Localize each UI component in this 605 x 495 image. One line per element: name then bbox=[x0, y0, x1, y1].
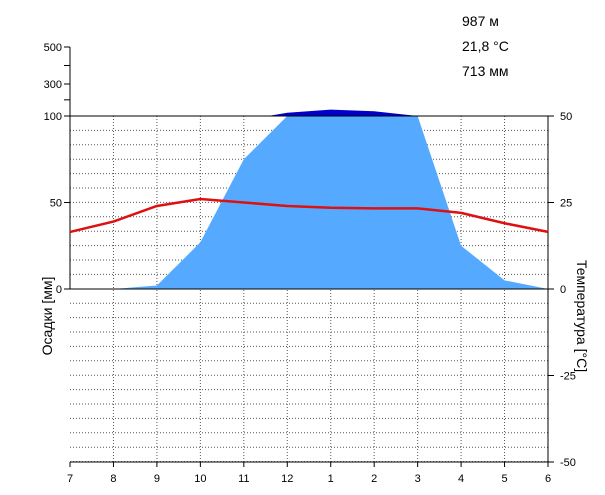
annual-precipitation-label: 713 мм bbox=[462, 63, 509, 79]
right-tick-label: 0 bbox=[560, 284, 566, 296]
month-label: 11 bbox=[238, 473, 249, 485]
month-label: 5 bbox=[501, 473, 507, 485]
month-label: 7 bbox=[67, 473, 73, 485]
month-label: 1 bbox=[328, 473, 334, 485]
precipitation-area bbox=[70, 109, 548, 289]
chart-axes bbox=[64, 46, 554, 467]
month-label: 2 bbox=[371, 473, 377, 485]
month-label: 8 bbox=[110, 473, 116, 485]
right-tick-label: 25 bbox=[560, 198, 572, 210]
left-axis-title: Осадки [мм] bbox=[39, 277, 55, 356]
left-tick-label: 300 bbox=[44, 79, 62, 91]
mean-temperature-label: 21,8 °C bbox=[462, 38, 509, 54]
left-tick-label: 50 bbox=[50, 198, 62, 210]
temperature-series bbox=[69, 197, 549, 234]
precipitation-fill bbox=[70, 116, 548, 289]
month-label: 4 bbox=[458, 473, 464, 485]
left-tick-label: 0 bbox=[56, 284, 62, 296]
left-tick-label: 500 bbox=[44, 42, 62, 54]
month-label: 3 bbox=[415, 473, 421, 485]
month-label: 6 bbox=[545, 473, 551, 485]
month-label: 10 bbox=[194, 473, 206, 485]
right-tick-label: -50 bbox=[560, 457, 576, 469]
month-label: 9 bbox=[154, 473, 160, 485]
elevation-label: 987 м bbox=[462, 13, 499, 29]
precipitation-excess-fill bbox=[267, 109, 418, 116]
right-tick-label: 50 bbox=[560, 111, 572, 123]
right-axis-title: Температура [°C] bbox=[574, 260, 590, 372]
temperature-line bbox=[69, 197, 549, 234]
left-tick-label: 100 bbox=[44, 111, 62, 123]
month-label: 12 bbox=[281, 473, 293, 485]
right-tick-label: -25 bbox=[560, 371, 576, 383]
